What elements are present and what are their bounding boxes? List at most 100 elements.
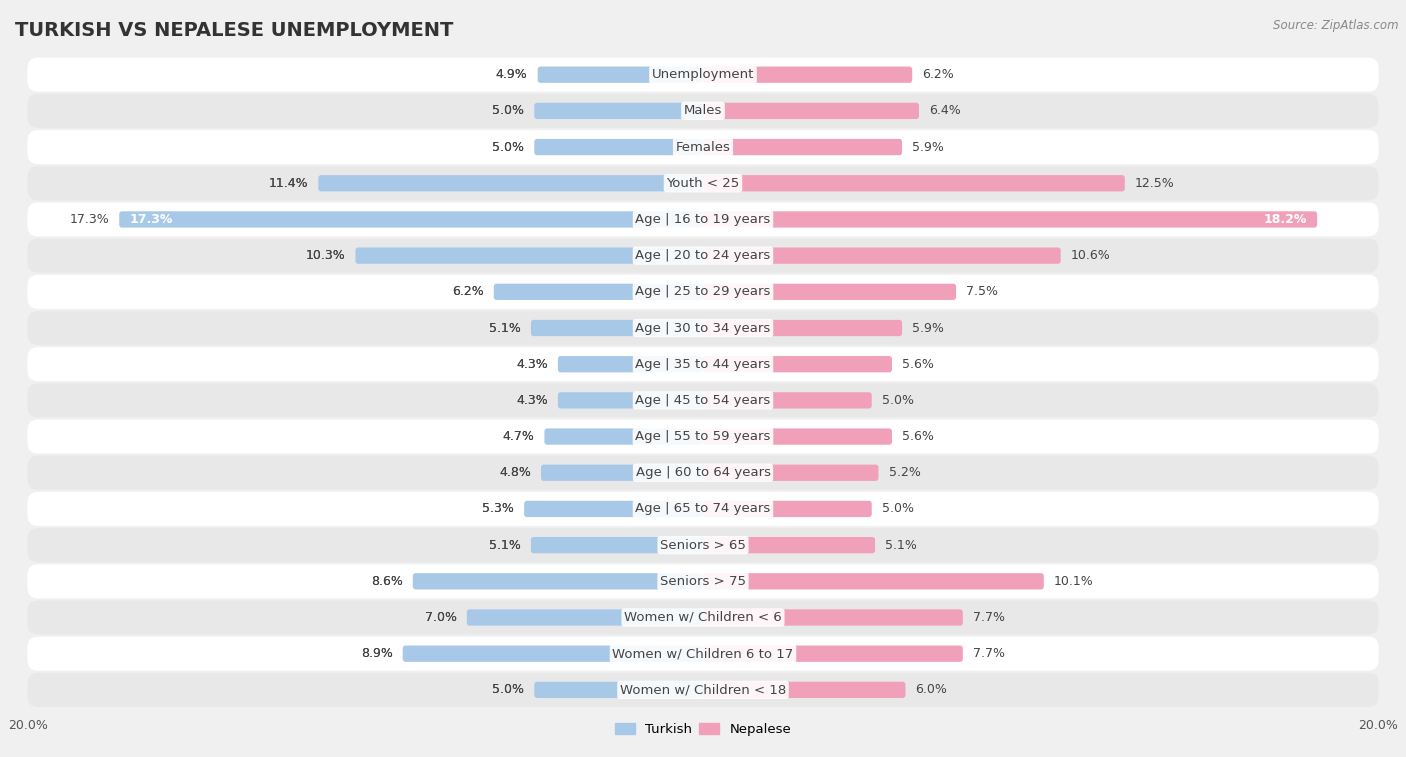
Text: Females: Females	[675, 141, 731, 154]
FancyBboxPatch shape	[703, 537, 875, 553]
FancyBboxPatch shape	[703, 356, 891, 372]
Text: Age | 60 to 64 years: Age | 60 to 64 years	[636, 466, 770, 479]
Text: 8.6%: 8.6%	[371, 575, 402, 587]
Text: 6.2%: 6.2%	[922, 68, 955, 81]
Text: 10.3%: 10.3%	[305, 249, 346, 262]
Text: 6.2%: 6.2%	[451, 285, 484, 298]
FancyBboxPatch shape	[28, 311, 1378, 345]
FancyBboxPatch shape	[703, 392, 872, 409]
Text: Women w/ Children 6 to 17: Women w/ Children 6 to 17	[613, 647, 793, 660]
FancyBboxPatch shape	[28, 600, 1378, 634]
Text: Youth < 25: Youth < 25	[666, 177, 740, 190]
FancyBboxPatch shape	[402, 646, 703, 662]
Text: 5.2%: 5.2%	[889, 466, 921, 479]
FancyBboxPatch shape	[28, 58, 1378, 92]
Text: 5.0%: 5.0%	[492, 141, 524, 154]
FancyBboxPatch shape	[703, 428, 891, 444]
Text: 5.3%: 5.3%	[482, 503, 515, 516]
Text: Seniors > 75: Seniors > 75	[659, 575, 747, 587]
Text: 10.1%: 10.1%	[1054, 575, 1094, 587]
Text: 4.3%: 4.3%	[516, 394, 548, 407]
Text: 17.3%: 17.3%	[129, 213, 173, 226]
Text: 11.4%: 11.4%	[269, 177, 308, 190]
FancyBboxPatch shape	[703, 320, 903, 336]
Text: 4.3%: 4.3%	[516, 358, 548, 371]
Text: 5.0%: 5.0%	[492, 141, 524, 154]
Text: 7.7%: 7.7%	[973, 647, 1005, 660]
Text: 4.8%: 4.8%	[499, 466, 531, 479]
Text: 6.0%: 6.0%	[915, 684, 948, 696]
FancyBboxPatch shape	[28, 94, 1378, 128]
FancyBboxPatch shape	[531, 537, 703, 553]
FancyBboxPatch shape	[28, 419, 1378, 453]
Text: Age | 35 to 44 years: Age | 35 to 44 years	[636, 358, 770, 371]
Text: 7.0%: 7.0%	[425, 611, 457, 624]
FancyBboxPatch shape	[28, 130, 1378, 164]
Text: 5.1%: 5.1%	[489, 539, 520, 552]
FancyBboxPatch shape	[703, 465, 879, 481]
FancyBboxPatch shape	[703, 682, 905, 698]
FancyBboxPatch shape	[703, 103, 920, 119]
Text: Women w/ Children < 6: Women w/ Children < 6	[624, 611, 782, 624]
FancyBboxPatch shape	[703, 139, 903, 155]
Text: Age | 30 to 34 years: Age | 30 to 34 years	[636, 322, 770, 335]
FancyBboxPatch shape	[524, 501, 703, 517]
FancyBboxPatch shape	[558, 356, 703, 372]
Text: 8.9%: 8.9%	[361, 647, 392, 660]
Text: 10.3%: 10.3%	[305, 249, 346, 262]
Text: 5.0%: 5.0%	[492, 104, 524, 117]
FancyBboxPatch shape	[537, 67, 703, 83]
FancyBboxPatch shape	[541, 465, 703, 481]
FancyBboxPatch shape	[28, 456, 1378, 490]
FancyBboxPatch shape	[28, 492, 1378, 526]
Text: 4.9%: 4.9%	[496, 68, 527, 81]
Text: 5.0%: 5.0%	[492, 684, 524, 696]
Text: 5.9%: 5.9%	[912, 141, 943, 154]
FancyBboxPatch shape	[28, 202, 1378, 236]
Text: 4.9%: 4.9%	[496, 68, 527, 81]
FancyBboxPatch shape	[534, 139, 703, 155]
Text: Age | 16 to 19 years: Age | 16 to 19 years	[636, 213, 770, 226]
Text: Age | 65 to 74 years: Age | 65 to 74 years	[636, 503, 770, 516]
FancyBboxPatch shape	[28, 564, 1378, 598]
Text: 10.6%: 10.6%	[1071, 249, 1111, 262]
Text: Males: Males	[683, 104, 723, 117]
Text: Seniors > 65: Seniors > 65	[659, 539, 747, 552]
FancyBboxPatch shape	[531, 320, 703, 336]
Text: 5.1%: 5.1%	[489, 322, 520, 335]
Text: 5.3%: 5.3%	[482, 503, 515, 516]
Text: 5.0%: 5.0%	[882, 394, 914, 407]
FancyBboxPatch shape	[28, 275, 1378, 309]
Text: 6.2%: 6.2%	[451, 285, 484, 298]
FancyBboxPatch shape	[28, 167, 1378, 201]
FancyBboxPatch shape	[703, 211, 1317, 228]
FancyBboxPatch shape	[703, 284, 956, 300]
FancyBboxPatch shape	[28, 637, 1378, 671]
Text: 12.5%: 12.5%	[1135, 177, 1174, 190]
Text: Source: ZipAtlas.com: Source: ZipAtlas.com	[1274, 19, 1399, 32]
Text: 11.4%: 11.4%	[269, 177, 308, 190]
FancyBboxPatch shape	[28, 347, 1378, 382]
FancyBboxPatch shape	[534, 682, 703, 698]
Text: 4.8%: 4.8%	[499, 466, 531, 479]
Text: 18.2%: 18.2%	[1264, 213, 1308, 226]
Text: TURKISH VS NEPALESE UNEMPLOYMENT: TURKISH VS NEPALESE UNEMPLOYMENT	[14, 21, 453, 40]
Text: 5.1%: 5.1%	[886, 539, 917, 552]
FancyBboxPatch shape	[703, 248, 1060, 263]
Text: 5.1%: 5.1%	[489, 539, 520, 552]
Text: Age | 45 to 54 years: Age | 45 to 54 years	[636, 394, 770, 407]
Text: 7.5%: 7.5%	[966, 285, 998, 298]
FancyBboxPatch shape	[413, 573, 703, 590]
Text: 5.6%: 5.6%	[903, 358, 934, 371]
Text: Age | 55 to 59 years: Age | 55 to 59 years	[636, 430, 770, 443]
FancyBboxPatch shape	[534, 103, 703, 119]
Text: 5.9%: 5.9%	[912, 322, 943, 335]
FancyBboxPatch shape	[28, 383, 1378, 417]
FancyBboxPatch shape	[28, 528, 1378, 562]
FancyBboxPatch shape	[558, 392, 703, 409]
Text: 7.0%: 7.0%	[425, 611, 457, 624]
Text: 5.0%: 5.0%	[492, 104, 524, 117]
Text: 5.0%: 5.0%	[492, 684, 524, 696]
Text: Women w/ Children < 18: Women w/ Children < 18	[620, 684, 786, 696]
FancyBboxPatch shape	[28, 238, 1378, 273]
